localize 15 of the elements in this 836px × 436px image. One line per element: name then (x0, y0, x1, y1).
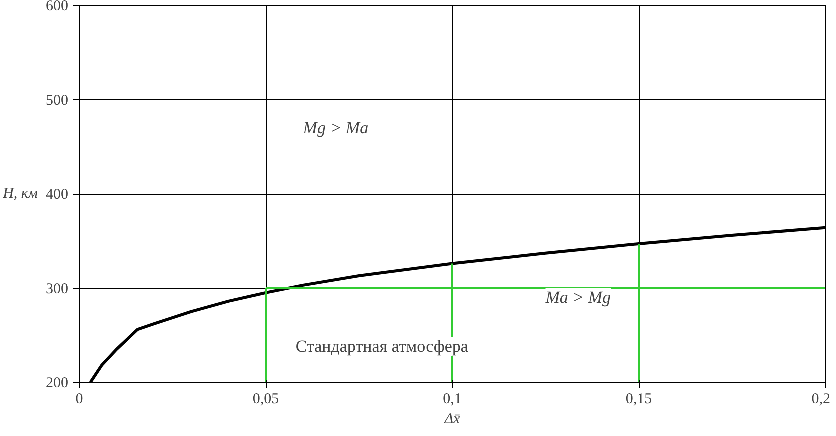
x-tick-label: 0,05 (252, 392, 280, 408)
y-tick-label: 200 (46, 376, 68, 392)
x-tick-label: 0,1 (443, 392, 462, 408)
annotation: Ma > Mg (544, 288, 612, 308)
x-tick-label: 0 (76, 392, 84, 408)
y-tick-label: 400 (46, 187, 68, 203)
annotation: Mg > Ma (302, 118, 369, 138)
annotation: Стандартная атмосфера (296, 337, 469, 356)
x-tick-label: 0,2 (812, 392, 830, 408)
x-axis-title: Δx̄ (444, 412, 461, 428)
y-axis-title: H, км (2, 186, 38, 202)
y-tick-label: 500 (46, 92, 68, 109)
y-tick-label: 600 (46, 0, 68, 14)
y-tick-label: 300 (46, 281, 68, 298)
x-tick-label: 0,15 (626, 392, 652, 408)
